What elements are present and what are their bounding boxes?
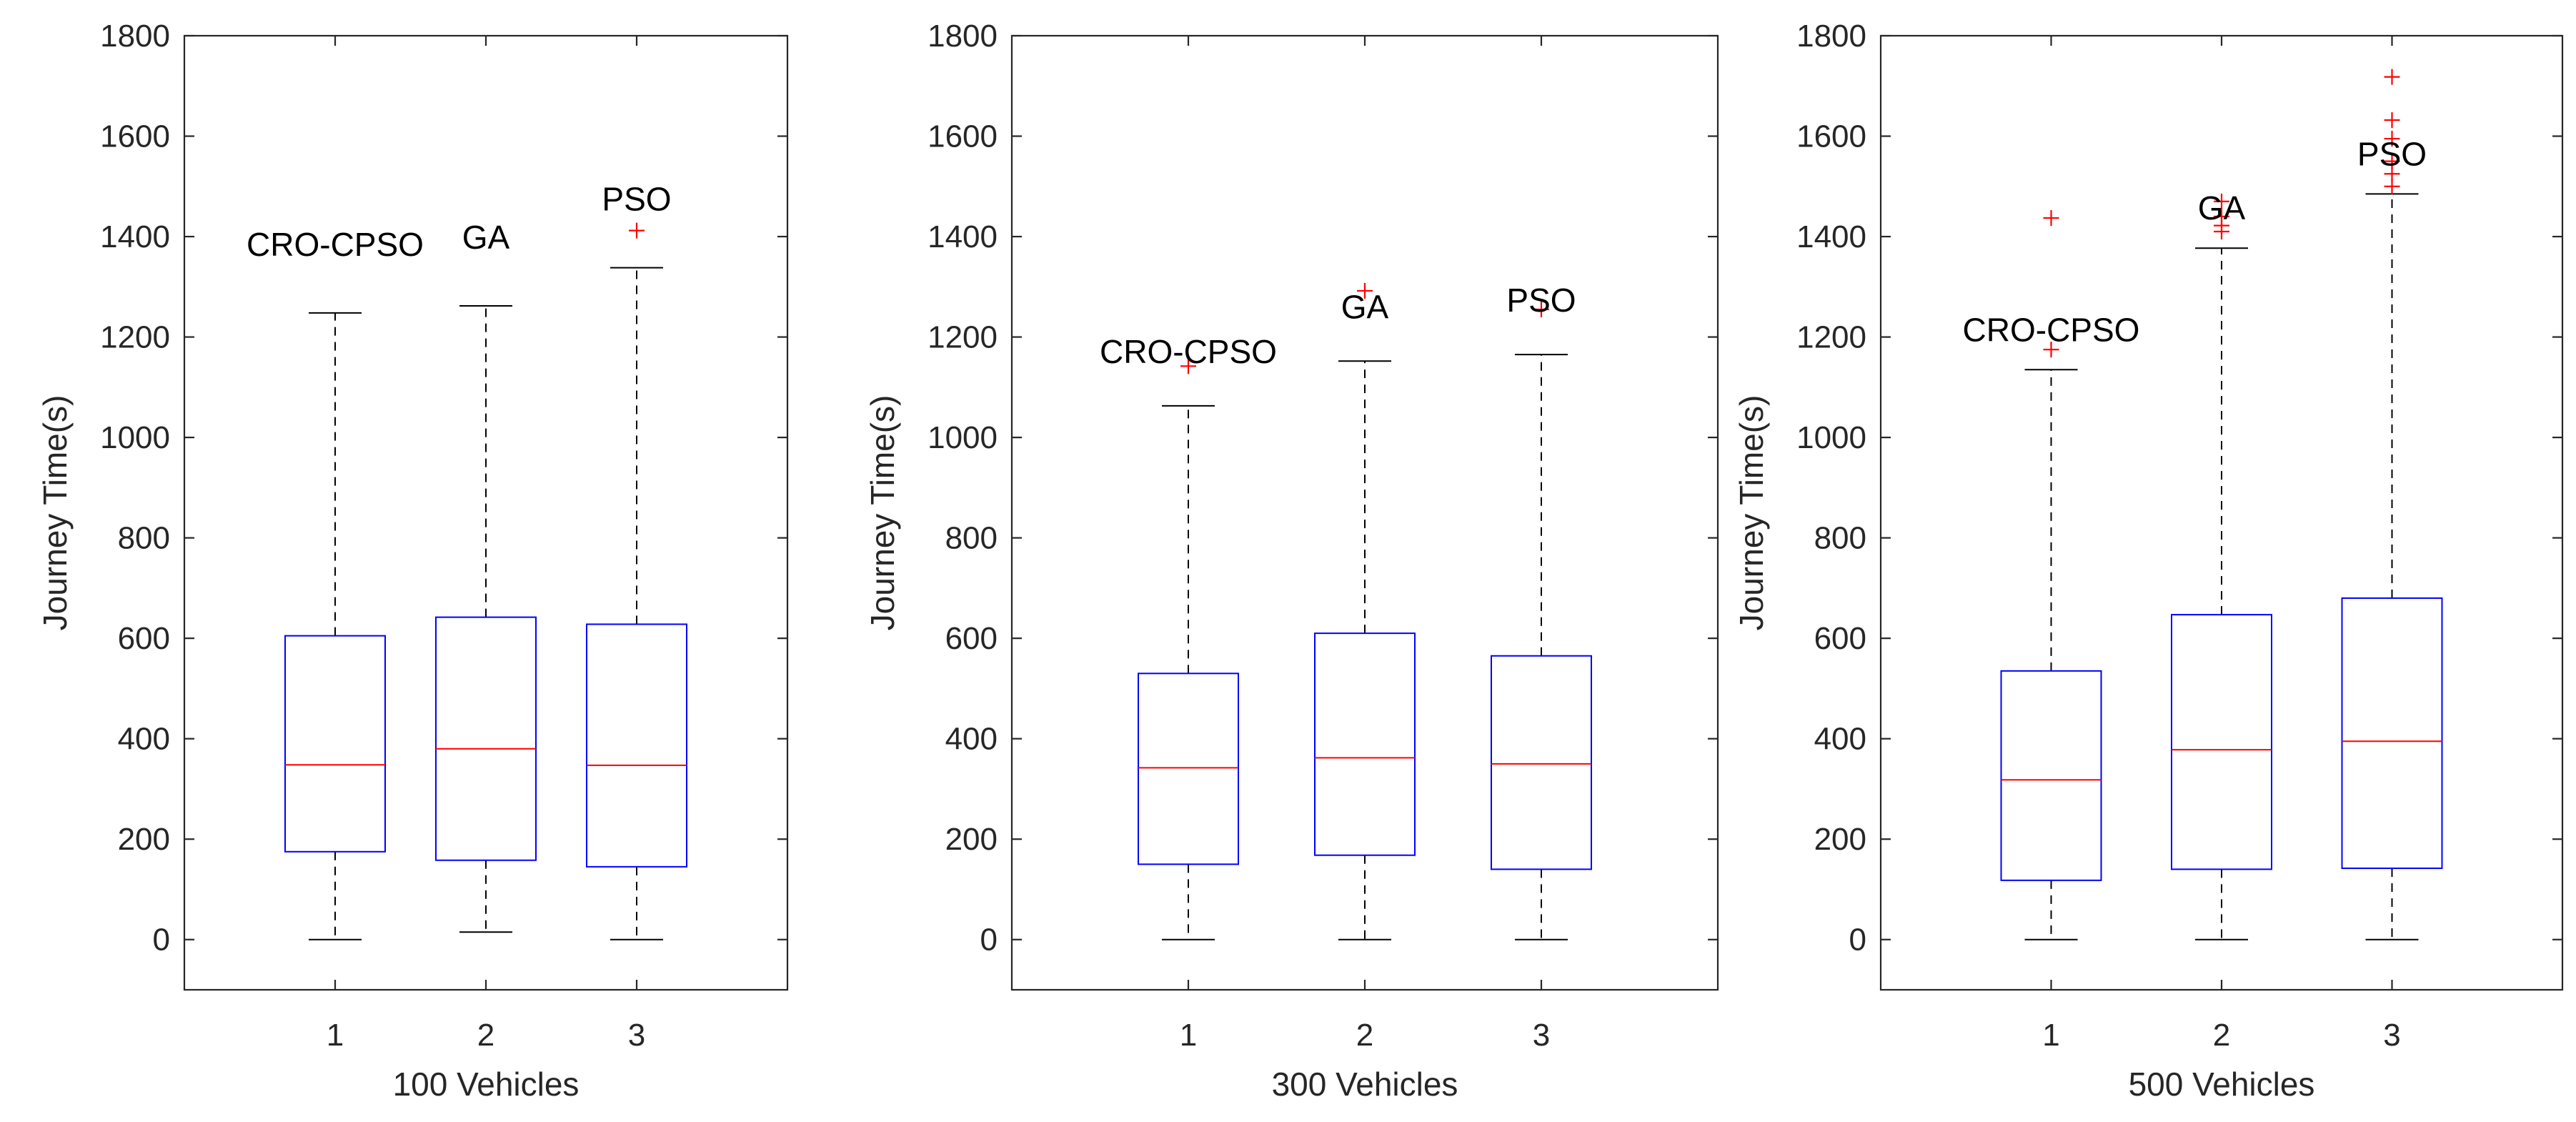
outlier-marker <box>2043 342 2059 358</box>
panel-100-vehicles: 0 200 400 600 800 1000 1200 1400 1600 1800 1 2 3 100 … <box>36 19 789 1103</box>
x-tick-label: 3 <box>628 1018 645 1053</box>
iqr-box <box>284 635 386 853</box>
group-label: GA <box>1341 288 1389 325</box>
plot-frame <box>183 34 789 991</box>
group-label: PSO <box>602 181 671 218</box>
y-axis-label: Journey Time(s) <box>864 395 901 631</box>
y-tick-label: 800 <box>118 521 170 556</box>
y-tick-label: 0 <box>1849 923 1866 958</box>
y-tick-label: 0 <box>153 923 170 958</box>
x-tick-label: 2 <box>477 1018 494 1053</box>
iqr-box <box>2000 670 2102 881</box>
x-tick-label: 3 <box>2383 1018 2400 1053</box>
iqr-box <box>1491 655 1592 870</box>
outlier-marker <box>2214 193 2229 209</box>
box-pso: PSO <box>2341 69 2443 940</box>
y-tick-label: 1800 <box>100 19 170 54</box>
box-ga: GA <box>435 219 537 933</box>
y-tick-label: 400 <box>1814 722 1866 757</box>
x-tick-label: 3 <box>1533 1018 1550 1053</box>
box-ga: GA <box>2171 189 2272 940</box>
group-label: CRO-CPSO <box>1100 333 1277 370</box>
box-cro-cpso: CRO-CPSO <box>1100 333 1277 940</box>
x-axis-label: 500 Vehicles <box>2129 1066 2315 1103</box>
y-tick-label: 0 <box>980 923 998 958</box>
group-label: CRO-CPSO <box>1963 311 2140 348</box>
group-label: PSO <box>2357 135 2427 172</box>
y-tick-label: 200 <box>1814 822 1866 857</box>
iqr-box <box>2171 614 2272 870</box>
y-tick-label: 800 <box>945 521 998 556</box>
x-tick-label: 1 <box>1180 1018 1197 1053</box>
y-tick-label: 200 <box>945 822 998 857</box>
y-tick-label: 1600 <box>928 119 998 154</box>
iqr-box <box>2341 597 2443 869</box>
y-tick-label: 1000 <box>100 420 170 455</box>
y-tick-label: 1000 <box>1796 420 1866 455</box>
x-tick-label: 2 <box>2213 1018 2230 1053</box>
y-tick-label: 800 <box>1814 521 1866 556</box>
panel-300-vehicles: 0 200 400 600 800 1000 1200 1400 1600 1800 1 2 3 300 … <box>864 19 1719 1103</box>
outlier-marker <box>2043 210 2059 227</box>
group-label: GA <box>2198 189 2246 227</box>
outlier-marker <box>2384 112 2400 129</box>
y-tick-label: 1400 <box>928 219 998 254</box>
x-tick-label: 2 <box>1356 1018 1373 1053</box>
y-tick-label: 400 <box>945 722 998 757</box>
y-tick-label: 200 <box>118 822 170 857</box>
x-tick-label: 1 <box>2042 1018 2059 1053</box>
y-tick-label: 600 <box>945 621 998 656</box>
y-tick-label: 1600 <box>100 119 170 154</box>
y-tick-label: 600 <box>1814 621 1866 656</box>
iqr-box <box>586 623 687 868</box>
x-axis-label: 100 Vehicles <box>393 1066 580 1103</box>
box-ga: GA <box>1314 282 1416 940</box>
outlier-marker <box>2384 178 2400 194</box>
outlier-marker <box>2214 224 2229 240</box>
group-label: GA <box>462 219 510 256</box>
panel-500-vehicles: 0 200 400 600 800 1000 1200 1400 1600 1800 1 2 3 500 … <box>1733 19 2564 1103</box>
y-axis-label: Journey Time(s) <box>1733 395 1770 631</box>
y-tick-label: 1200 <box>1796 320 1866 355</box>
iqr-box <box>1314 632 1416 856</box>
outlier-marker <box>1533 301 1549 317</box>
y-tick-label: 1200 <box>100 320 170 355</box>
outlier-marker <box>629 222 645 239</box>
iqr-box <box>435 616 537 861</box>
box-pso: PSO <box>1491 282 1592 940</box>
y-tick-label: 1200 <box>928 320 998 355</box>
y-tick-label: 1400 <box>100 219 170 254</box>
x-axis-label: 300 Vehicles <box>1272 1066 1458 1103</box>
outlier-marker <box>1357 282 1373 299</box>
group-label: CRO-CPSO <box>247 226 424 263</box>
outlier-marker <box>1180 358 1196 374</box>
outlier-marker <box>2384 69 2400 85</box>
iqr-box <box>1138 672 1239 865</box>
y-tick-label: 1000 <box>928 420 998 455</box>
box-cro-cpso: CRO-CPSO <box>247 226 424 940</box>
y-tick-label: 600 <box>118 621 170 656</box>
outlier-marker <box>2384 131 2400 147</box>
group-label: PSO <box>1506 282 1576 319</box>
box-pso: PSO <box>586 181 687 940</box>
y-tick-label: 1800 <box>928 19 998 54</box>
y-tick-label: 1800 <box>1796 19 1866 54</box>
y-tick-label: 400 <box>118 722 170 757</box>
y-tick-label: 1600 <box>1796 119 1866 154</box>
x-tick-label: 1 <box>327 1018 344 1053</box>
box-cro-cpso: CRO-CPSO <box>1963 210 2140 940</box>
y-tick-label: 1400 <box>1796 219 1866 254</box>
plot-frame <box>1879 34 2564 991</box>
y-axis-label: Journey Time(s) <box>36 395 74 631</box>
